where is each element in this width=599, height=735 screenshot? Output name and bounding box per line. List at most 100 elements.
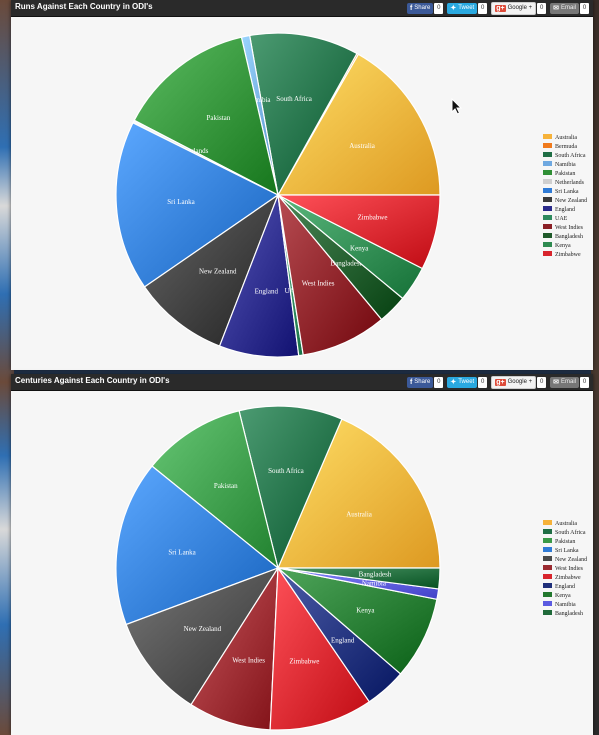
pie-slice-sri-lanka[interactable] xyxy=(115,122,280,288)
facebook-share[interactable]: f Share 0 xyxy=(406,376,444,388)
legend-item-label[interactable]: Bermuda xyxy=(555,144,577,150)
slice-label: Sri Lanka xyxy=(168,548,196,556)
twitter-tweet-button[interactable]: ✦ Tweet xyxy=(447,2,478,14)
slice-label: Australia xyxy=(346,511,373,519)
pie-slice-australia[interactable] xyxy=(277,418,441,569)
legend-item-label[interactable]: Namibia xyxy=(555,162,576,168)
email-share-button[interactable]: ✉ Email xyxy=(550,2,579,14)
legend-item-label[interactable]: Pakistan xyxy=(555,171,575,177)
legend-item-label[interactable]: UAE xyxy=(555,216,568,222)
twitter-share-count: 0 xyxy=(478,2,488,14)
google-plus-icon: g+ xyxy=(495,378,506,386)
legend-item-label[interactable]: New Zealand xyxy=(555,198,587,204)
slice-label: England xyxy=(255,288,279,296)
legend-swatch xyxy=(543,233,552,238)
pie-slice-zimbabwe[interactable] xyxy=(277,194,441,270)
centuries-pie-chart: Australia South Africa Pakistan Sri Lanka Ne… xyxy=(115,405,587,731)
legend-item-label[interactable]: West Indies xyxy=(555,225,584,231)
google-share-count: 0 xyxy=(537,376,547,388)
slice-label: Pakistan xyxy=(207,114,231,122)
legend-item-label[interactable]: Australia xyxy=(555,521,577,527)
legend-item-label[interactable]: Kenya xyxy=(555,593,571,599)
pie-slice-new-zealand[interactable] xyxy=(125,566,280,706)
facebook-share-button[interactable]: f Share xyxy=(406,2,434,14)
legend-item-label[interactable]: Namibia xyxy=(555,602,576,608)
legend-item-label[interactable]: Sri Lanka xyxy=(555,548,579,554)
google-share[interactable]: g+ Google + 0 xyxy=(491,1,547,15)
legend-swatch xyxy=(543,583,552,588)
pie-slice-pakistan[interactable] xyxy=(133,36,279,197)
twitter-share[interactable]: ✦ Tweet 0 xyxy=(447,376,488,388)
pie-slice-zimbabwe[interactable] xyxy=(269,566,371,731)
legend-item-label[interactable]: Bangladesh xyxy=(555,234,583,240)
panel-title: Centuries Against Each Country in ODI's xyxy=(15,376,170,385)
slice-label: Kenya xyxy=(350,244,369,252)
twitter-tweet-label: Tweet xyxy=(458,5,475,11)
facebook-share-count: 0 xyxy=(434,2,444,14)
legend-swatch xyxy=(543,197,552,202)
slice-label: West Indies xyxy=(232,657,265,665)
legend-item-label[interactable]: New Zealand xyxy=(555,557,587,563)
pie-slice-new-zealand[interactable] xyxy=(143,193,280,347)
pie-slice-pakistan[interactable] xyxy=(151,410,280,570)
legend-item-label[interactable]: England xyxy=(555,207,575,213)
google-plus-button[interactable]: g+ Google + xyxy=(491,375,537,389)
slice-label: South Africa xyxy=(268,467,304,475)
legend-swatch xyxy=(543,134,552,139)
slice-label: Pakistan xyxy=(214,482,238,490)
twitter-tweet-button[interactable]: ✦ Tweet xyxy=(447,376,478,388)
legend-swatch xyxy=(543,152,552,157)
google-share[interactable]: g+ Google + 0 xyxy=(491,375,547,389)
legend-swatch xyxy=(543,547,552,552)
email-share-label: Email xyxy=(560,379,576,385)
mouse-pointer-icon xyxy=(451,98,463,115)
slice-label: South Africa xyxy=(276,95,312,103)
legend-item-label[interactable]: Kenya xyxy=(555,243,571,249)
legend-swatch xyxy=(543,574,552,579)
slice-label: Bangladesh xyxy=(359,570,392,578)
google-share-count: 0 xyxy=(537,2,547,14)
pie-slice-west-indies[interactable] xyxy=(277,192,383,356)
legend-item-label[interactable]: Pakistan xyxy=(555,539,575,545)
pie-slice-australia[interactable] xyxy=(276,53,441,196)
facebook-share[interactable]: f Share 0 xyxy=(406,2,444,14)
legend-item-label[interactable]: South Africa xyxy=(555,529,586,536)
slice-label: New Zealand xyxy=(184,625,222,633)
legend-item-label[interactable]: Zimbabwe xyxy=(555,252,581,258)
legend-swatch xyxy=(543,601,552,606)
slice-label: Australia xyxy=(349,142,376,150)
share-bar: f Share 0 ✦ Tweet 0 g+ Google + 0 xyxy=(406,1,589,15)
legend-item-label[interactable]: South Africa xyxy=(555,152,586,159)
legend-item-label[interactable]: Netherlands xyxy=(555,180,585,186)
pie-slice-south-africa[interactable] xyxy=(248,32,358,197)
envelope-icon: ✉ xyxy=(553,379,559,386)
legend-swatch xyxy=(543,242,552,247)
google-plus-button[interactable]: g+ Google + xyxy=(491,1,537,15)
legend-item-label[interactable]: Sri Lanka xyxy=(555,189,579,195)
slice-label: Netherlands xyxy=(174,147,208,155)
email-share-button[interactable]: ✉ Email xyxy=(550,376,579,388)
pie-slice-bangladesh[interactable] xyxy=(277,567,441,590)
facebook-icon: f xyxy=(409,378,413,386)
legend-swatch xyxy=(543,179,552,184)
twitter-share[interactable]: ✦ Tweet 0 xyxy=(447,2,488,14)
email-share[interactable]: ✉ Email 0 xyxy=(550,2,589,14)
centuries-chart-panel: Centuries Against Each Country in ODI's … xyxy=(11,374,593,735)
slice-label: Namibia xyxy=(246,96,271,104)
pie-slice-south-africa[interactable] xyxy=(238,405,343,570)
slice-label: Bangladesh xyxy=(330,260,363,268)
slice-label: Namibia xyxy=(362,580,387,588)
legend-item-label[interactable]: West Indies xyxy=(555,566,584,572)
legend-item-label[interactable]: Australia xyxy=(555,135,577,141)
facebook-share-label: Share xyxy=(414,379,431,385)
legend-swatch xyxy=(543,206,552,211)
panel-title: Runs Against Each Country in ODI's xyxy=(15,2,153,11)
email-share-count: 0 xyxy=(580,2,589,14)
email-share[interactable]: ✉ Email 0 xyxy=(550,376,589,388)
legend-item-label[interactable]: Bangladesh xyxy=(555,611,583,617)
pie-slice-sri-lanka[interactable] xyxy=(115,465,280,626)
background-photo-strip-right xyxy=(591,0,599,735)
legend-item-label[interactable]: Zimbabwe xyxy=(555,575,581,581)
facebook-share-button[interactable]: f Share xyxy=(406,376,434,388)
legend-item-label[interactable]: England xyxy=(555,584,575,590)
